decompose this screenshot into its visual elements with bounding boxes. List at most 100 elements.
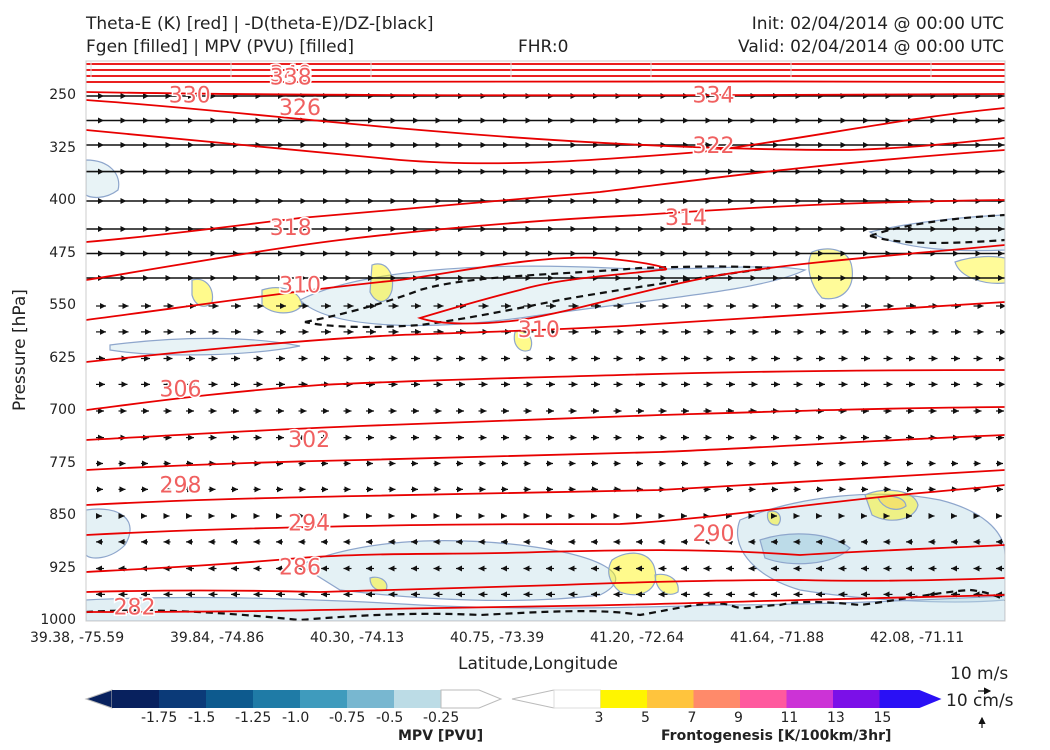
wind-vector-head bbox=[976, 355, 983, 362]
wind-vector-head bbox=[591, 565, 597, 572]
wind-vector-head bbox=[571, 381, 578, 388]
wind-vector-head bbox=[638, 250, 644, 257]
wind-vector-head bbox=[862, 486, 868, 493]
wind-vector-head bbox=[300, 275, 307, 281]
wind-vector-head bbox=[96, 538, 102, 545]
wind-vector-head bbox=[568, 565, 575, 572]
wind-vector-head bbox=[210, 434, 217, 441]
wind-vector-head bbox=[141, 591, 147, 598]
wind-vector-head bbox=[953, 408, 959, 414]
wind-vector-head bbox=[188, 434, 194, 441]
wind-vector-head bbox=[388, 591, 395, 598]
wind-vector-head bbox=[953, 117, 959, 124]
wind-vector-head bbox=[231, 513, 237, 519]
wind-vector-head bbox=[412, 486, 418, 493]
wind-vector-head bbox=[908, 408, 914, 414]
wind-vector-head bbox=[661, 381, 668, 388]
wind-vector-head bbox=[550, 303, 556, 309]
wind-vector-head bbox=[683, 250, 689, 257]
wind-vector-head bbox=[728, 250, 734, 257]
wind-vector-head bbox=[864, 381, 870, 388]
wind-vector-head bbox=[501, 565, 507, 572]
wind-vector-head bbox=[863, 168, 869, 175]
wind-vector-head bbox=[615, 250, 622, 257]
wind-vector-head bbox=[254, 486, 261, 493]
wind-vector-head bbox=[345, 434, 352, 441]
wind-vector-head bbox=[793, 565, 800, 572]
wind-vector-head bbox=[345, 408, 352, 414]
wind-vector-head bbox=[142, 460, 148, 467]
wind-vector-head bbox=[728, 142, 734, 148]
wind-vector-head bbox=[388, 565, 395, 572]
wind-vector-head bbox=[660, 117, 667, 124]
wind-vector-head bbox=[210, 250, 217, 257]
wind-vector-head bbox=[572, 303, 579, 309]
wind-vector-head bbox=[480, 250, 487, 257]
wind-vector-head bbox=[255, 408, 262, 414]
wind-vector-head bbox=[212, 328, 219, 335]
contour-fill bbox=[954, 255, 1005, 284]
wind-vector-head bbox=[975, 168, 982, 175]
wind-vector-head bbox=[841, 355, 848, 362]
wind-vector-head bbox=[728, 198, 734, 204]
wind-vector-head bbox=[525, 434, 532, 441]
wind-vector-head bbox=[143, 117, 149, 124]
wind-vector-head bbox=[321, 565, 327, 572]
wind-vector-head bbox=[280, 303, 286, 309]
wind-vector-head bbox=[345, 250, 352, 257]
wind-vector-head bbox=[885, 142, 892, 148]
wind-vector-head bbox=[752, 328, 759, 335]
wind-vector-head bbox=[773, 226, 779, 232]
wind-vector-head bbox=[368, 275, 374, 281]
wind-vector-head bbox=[818, 250, 824, 257]
y-tick-label: 850 bbox=[49, 507, 76, 523]
wind-vector-head bbox=[1000, 303, 1005, 309]
wind-vector-head bbox=[411, 513, 417, 519]
wind-vector-head bbox=[975, 408, 982, 414]
wind-vector-head bbox=[233, 434, 239, 441]
wind-vector-head bbox=[660, 434, 667, 441]
wind-vector-head bbox=[883, 591, 890, 598]
x-tick-label: 39.38, -75.59 bbox=[30, 630, 125, 646]
wind-vector-head bbox=[548, 198, 554, 204]
wind-vector-head bbox=[750, 198, 757, 204]
wind-vector-head bbox=[97, 486, 103, 493]
mpv-tick-label: -0.75 bbox=[329, 710, 366, 726]
wind-vector-head bbox=[280, 328, 286, 335]
wind-vector-head bbox=[640, 328, 646, 335]
wind-vector-head bbox=[210, 142, 217, 148]
wind-vector-head bbox=[233, 117, 239, 124]
wind-vector-head bbox=[638, 434, 644, 441]
wind-vector-head bbox=[886, 355, 893, 362]
wind-vector-head bbox=[433, 538, 440, 545]
wind-vector-head bbox=[617, 303, 624, 309]
wind-vector-head bbox=[143, 198, 149, 204]
wind-vector-head bbox=[636, 591, 642, 598]
wind-vector-head bbox=[615, 117, 622, 124]
theta-e-label: 338 bbox=[270, 65, 312, 90]
wind-vector-head bbox=[433, 591, 440, 598]
wind-vector-head bbox=[188, 198, 194, 204]
wind-vector-head bbox=[255, 168, 262, 175]
wind-vector-head bbox=[707, 303, 714, 309]
wind-vector-head bbox=[298, 513, 305, 519]
wind-vector-head bbox=[568, 513, 575, 519]
wind-vector-head bbox=[548, 117, 554, 124]
wind-vector-head bbox=[816, 538, 822, 545]
wind-vector-head bbox=[638, 275, 644, 281]
wind-vector-head bbox=[279, 381, 285, 388]
mpv-tick-label: -1.0 bbox=[282, 710, 310, 726]
theta-e-contour bbox=[86, 244, 1005, 325]
wind-vector-head bbox=[277, 486, 283, 493]
wind-vector-head bbox=[276, 538, 282, 545]
wind-vector-head bbox=[841, 381, 848, 388]
mpv-color-swatch bbox=[159, 690, 206, 708]
wind-vector-head bbox=[413, 408, 419, 414]
wind-vector-head bbox=[98, 250, 104, 257]
wind-vector-head bbox=[99, 381, 105, 388]
wind-vector-head bbox=[638, 198, 644, 204]
wind-vector-head bbox=[391, 381, 398, 388]
wind-vector-head bbox=[482, 303, 489, 309]
fgen-color-swatch bbox=[600, 690, 647, 708]
wind-vector-head bbox=[100, 328, 106, 335]
